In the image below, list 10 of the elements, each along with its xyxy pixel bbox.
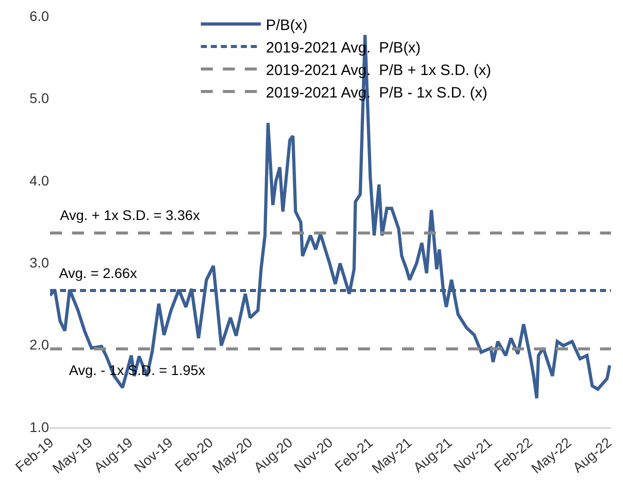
annotation: Avg. + 1x S.D. = 3.36x [60, 207, 200, 223]
line-series [50, 33, 611, 400]
y-tick-label: 4.0 [30, 172, 50, 188]
y-tick-label: 6.0 [30, 8, 50, 24]
annotation: Avg. = 2.66x [59, 265, 137, 281]
y-tick-label: 3.0 [30, 254, 50, 270]
legend-label: P/B(x) [266, 16, 308, 34]
y-tick-label: 2.0 [30, 336, 50, 353]
y-tick-label: 5.0 [30, 90, 50, 106]
y-tick-label: 1.0 [30, 418, 50, 435]
